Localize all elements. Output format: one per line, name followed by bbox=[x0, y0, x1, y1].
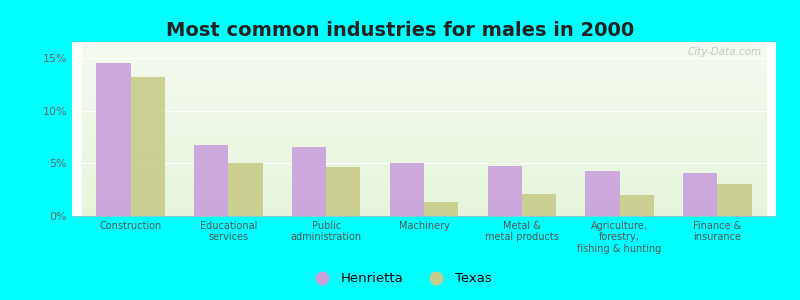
Text: City-Data.com: City-Data.com bbox=[688, 47, 762, 57]
Bar bbox=[683, 173, 718, 216]
Bar bbox=[586, 171, 619, 216]
Bar bbox=[718, 184, 751, 216]
Legend: Henrietta, Texas: Henrietta, Texas bbox=[303, 267, 497, 290]
Bar bbox=[487, 167, 522, 216]
Bar bbox=[522, 194, 556, 216]
Bar bbox=[229, 163, 262, 216]
Bar bbox=[292, 148, 326, 216]
Bar bbox=[194, 145, 229, 216]
Text: Most common industries for males in 2000: Most common industries for males in 2000 bbox=[166, 21, 634, 40]
Bar bbox=[130, 77, 165, 216]
Bar bbox=[619, 195, 654, 216]
Bar bbox=[390, 163, 424, 216]
Bar bbox=[97, 63, 130, 216]
Bar bbox=[424, 202, 458, 216]
Bar bbox=[326, 167, 361, 216]
